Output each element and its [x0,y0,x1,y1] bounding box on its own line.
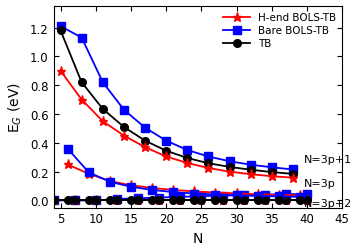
Legend: H-end BOLS-TB, Bare BOLS-TB, TB: H-end BOLS-TB, Bare BOLS-TB, TB [219,9,340,53]
Text: N=3p+2: N=3p+2 [303,199,352,208]
Text: N=3p+1: N=3p+1 [303,154,352,164]
X-axis label: N: N [193,231,203,245]
Y-axis label: E$_G$ (eV): E$_G$ (eV) [7,82,24,133]
Text: N=3p: N=3p [303,178,335,188]
